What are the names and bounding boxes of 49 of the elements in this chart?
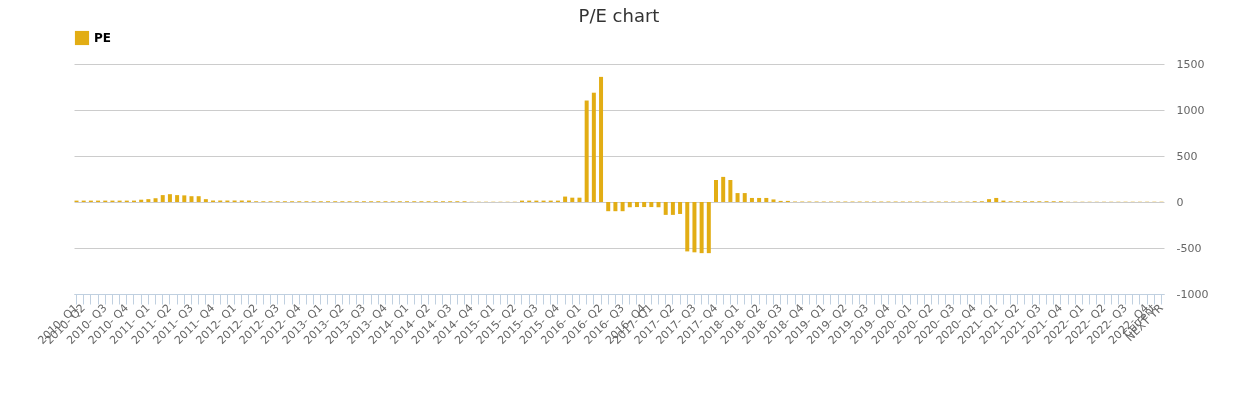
bar xyxy=(721,176,726,202)
bar xyxy=(577,197,582,202)
y-tick-label: 1500 xyxy=(1176,57,1205,71)
bar xyxy=(642,202,647,208)
bar xyxy=(570,197,575,202)
y-tick-label: 1000 xyxy=(1176,103,1205,117)
y-tick-label: 0 xyxy=(1176,195,1184,209)
y-tick-label: -1000 xyxy=(1176,287,1209,301)
bar xyxy=(706,202,711,254)
bar xyxy=(584,100,589,202)
bar xyxy=(182,195,187,202)
bar xyxy=(606,202,611,212)
bar xyxy=(620,202,625,212)
bar xyxy=(563,196,568,202)
bar xyxy=(175,195,180,202)
y-tick-label: -500 xyxy=(1176,241,1202,255)
bar xyxy=(728,180,733,202)
bar xyxy=(189,196,194,202)
legend-label: PE xyxy=(94,31,111,45)
bar xyxy=(203,199,208,202)
bar xyxy=(735,193,740,202)
bar xyxy=(167,194,172,202)
bar xyxy=(749,197,754,202)
bar xyxy=(656,202,661,208)
bar xyxy=(634,202,639,208)
bar xyxy=(599,76,604,202)
bar xyxy=(714,180,718,202)
bar xyxy=(692,202,697,253)
bar xyxy=(670,202,675,215)
bar xyxy=(994,197,999,202)
bar xyxy=(196,196,201,202)
bar xyxy=(146,199,151,202)
bar xyxy=(685,202,690,252)
bar xyxy=(742,193,747,202)
bar xyxy=(757,197,762,202)
bar xyxy=(987,199,992,202)
y-tick-label: 500 xyxy=(1176,149,1198,163)
bar xyxy=(591,92,596,202)
bar xyxy=(153,198,158,202)
bar xyxy=(160,195,165,202)
bar xyxy=(613,202,618,212)
bar xyxy=(649,202,654,208)
bar xyxy=(678,202,683,214)
bar xyxy=(699,202,704,254)
bar xyxy=(663,202,668,215)
bar xyxy=(764,197,769,202)
bar xyxy=(771,199,776,202)
bar xyxy=(627,202,632,208)
chart-title: P/E chart xyxy=(578,5,660,26)
